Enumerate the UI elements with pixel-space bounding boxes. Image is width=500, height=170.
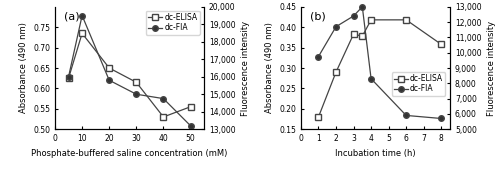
dc-FIA bbox=[79, 14, 85, 16]
dc-FIA bbox=[160, 98, 166, 100]
dc-FIA bbox=[350, 15, 356, 17]
X-axis label: Phosphate-buffered saline concentration (mM): Phosphate-buffered saline concentration … bbox=[32, 149, 228, 158]
Y-axis label: Absorbance (490 nm): Absorbance (490 nm) bbox=[18, 23, 28, 113]
dc-FIA bbox=[316, 56, 322, 58]
dc-ELISA bbox=[368, 19, 374, 21]
dc-ELISA bbox=[316, 116, 322, 118]
Text: (a): (a) bbox=[64, 12, 80, 22]
X-axis label: Incubation time (h): Incubation time (h) bbox=[335, 149, 416, 158]
Line: dc-ELISA: dc-ELISA bbox=[316, 17, 444, 120]
dc-ELISA bbox=[403, 19, 409, 21]
dc-ELISA bbox=[79, 32, 85, 34]
dc-ELISA bbox=[160, 116, 166, 118]
dc-ELISA bbox=[333, 71, 339, 73]
dc-FIA bbox=[134, 93, 140, 95]
dc-FIA bbox=[403, 114, 409, 116]
dc-FIA bbox=[438, 117, 444, 120]
Legend: dc-ELISA, dc-FIA: dc-ELISA, dc-FIA bbox=[392, 72, 446, 96]
dc-FIA bbox=[66, 76, 71, 78]
dc-FIA bbox=[333, 26, 339, 28]
dc-ELISA bbox=[134, 81, 140, 83]
dc-ELISA bbox=[350, 33, 356, 35]
dc-ELISA bbox=[188, 106, 194, 108]
Line: dc-ELISA: dc-ELISA bbox=[66, 31, 194, 120]
Y-axis label: Fluorescence intensity: Fluorescence intensity bbox=[241, 20, 250, 116]
Y-axis label: Absorbance (490 nm): Absorbance (490 nm) bbox=[264, 23, 274, 113]
dc-ELISA bbox=[66, 77, 71, 79]
Line: dc-FIA: dc-FIA bbox=[316, 4, 444, 121]
dc-FIA bbox=[368, 78, 374, 80]
Line: dc-FIA: dc-FIA bbox=[66, 13, 194, 129]
dc-FIA bbox=[188, 125, 194, 127]
Text: (b): (b) bbox=[310, 12, 326, 22]
dc-FIA bbox=[360, 6, 366, 8]
Y-axis label: Fluorescence intensity: Fluorescence intensity bbox=[487, 20, 496, 116]
dc-ELISA bbox=[360, 35, 366, 37]
dc-FIA bbox=[106, 79, 112, 81]
dc-ELISA bbox=[106, 67, 112, 69]
Legend: dc-ELISA, dc-FIA: dc-ELISA, dc-FIA bbox=[146, 11, 200, 35]
dc-ELISA bbox=[438, 43, 444, 45]
